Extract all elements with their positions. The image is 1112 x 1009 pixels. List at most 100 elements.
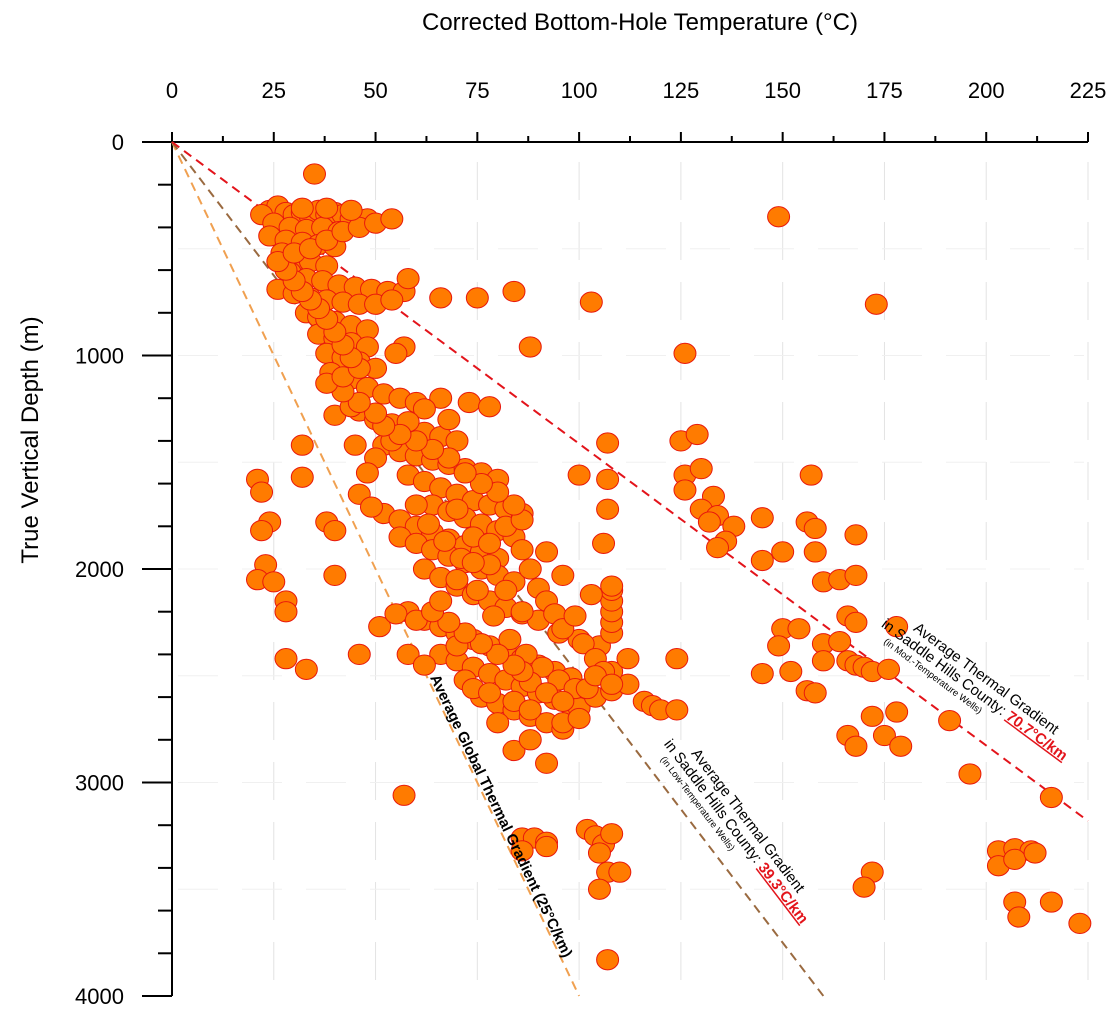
x-tick-label: 175: [866, 78, 903, 103]
data-point: [445, 498, 469, 520]
data-point: [465, 579, 489, 601]
data-point: [877, 658, 901, 680]
data-point: [502, 654, 526, 676]
data-point: [673, 479, 697, 501]
data-point: [767, 206, 791, 228]
data-point: [323, 564, 347, 587]
data-point: [889, 735, 913, 757]
data-point: [347, 391, 371, 414]
data-point: [486, 712, 510, 734]
data-point: [250, 481, 274, 503]
data-point: [596, 949, 620, 971]
data-point: [771, 541, 795, 563]
data-point: [290, 197, 314, 219]
y-tick-label: 4000: [75, 984, 124, 1009]
data-point: [844, 735, 868, 757]
data-point: [689, 458, 713, 480]
data-point: [803, 541, 827, 563]
data-point: [510, 601, 534, 623]
data-point: [697, 511, 721, 533]
data-point: [828, 630, 852, 653]
data-point: [535, 541, 559, 563]
data-point: [445, 569, 469, 591]
data-point: [355, 462, 379, 484]
data-point: [262, 571, 286, 593]
y-tick-label: 0: [112, 130, 124, 155]
x-tick-label: 150: [764, 78, 801, 103]
data-point: [429, 287, 453, 309]
data-point: [478, 532, 502, 555]
data-point: [567, 464, 591, 486]
data-point: [486, 643, 510, 666]
data-point: [396, 268, 420, 290]
data-point: [665, 699, 689, 721]
data-point: [535, 752, 559, 774]
data-point: [844, 611, 868, 633]
data-point: [469, 472, 493, 495]
data-points: [245, 163, 1092, 971]
data-point: [498, 628, 522, 651]
data-point: [494, 579, 518, 601]
data-point: [437, 408, 461, 431]
data-point: [860, 705, 884, 727]
data-point: [787, 618, 811, 640]
data-point: [437, 611, 461, 633]
data-point: [380, 289, 404, 311]
data-point: [844, 524, 868, 546]
x-tick-label: 125: [663, 78, 700, 103]
data-point: [551, 564, 575, 587]
data-point: [587, 878, 611, 900]
data-point: [596, 468, 620, 490]
data-point: [465, 287, 489, 309]
data-point: [290, 434, 314, 456]
data-point: [1068, 912, 1092, 935]
data-point: [404, 494, 428, 516]
data-point: [852, 876, 876, 898]
data-point: [750, 507, 774, 529]
data-point: [844, 564, 868, 587]
data-point: [510, 539, 534, 561]
data-point: [429, 387, 453, 409]
data-point: [872, 724, 896, 747]
data-point: [368, 616, 392, 638]
y-tick-label: 2000: [75, 557, 124, 582]
data-point: [518, 699, 542, 721]
data-point: [579, 291, 603, 313]
data-point: [750, 662, 774, 685]
data-point: [478, 682, 502, 704]
reference-line: [171, 141, 1089, 822]
data-point: [579, 584, 603, 606]
data-point: [518, 336, 542, 358]
data-point: [396, 643, 420, 666]
data-point: [294, 658, 318, 680]
data-point: [364, 402, 388, 424]
data-point: [502, 739, 526, 762]
data-point: [416, 513, 440, 535]
data-point: [453, 622, 477, 644]
data-point: [750, 549, 774, 572]
data-point: [343, 434, 367, 456]
data-point: [290, 466, 314, 488]
data-point: [571, 633, 595, 655]
data-point: [799, 464, 823, 486]
data-point: [616, 648, 640, 670]
data-point: [433, 530, 457, 552]
data-point: [600, 575, 624, 597]
data-point: [811, 650, 835, 672]
data-point: [250, 519, 274, 542]
y-axis-title: True Vertical Depth (m): [17, 316, 44, 563]
data-point: [779, 660, 803, 683]
x-axis-title: Corrected Bottom-Hole Temperature (°C): [422, 9, 858, 36]
data-point: [587, 842, 611, 864]
y-tick-label: 1000: [75, 344, 124, 369]
data-point: [274, 648, 298, 670]
data-point: [1039, 786, 1063, 809]
data-point: [551, 690, 575, 712]
data-point: [958, 763, 982, 785]
data-point: [359, 496, 383, 518]
x-tick-label: 100: [561, 78, 598, 103]
data-point: [600, 673, 624, 695]
axes: 0 25 50 75 100 125 150 175 200 225 0 1000 2000 3000 40…: [75, 78, 1106, 1009]
